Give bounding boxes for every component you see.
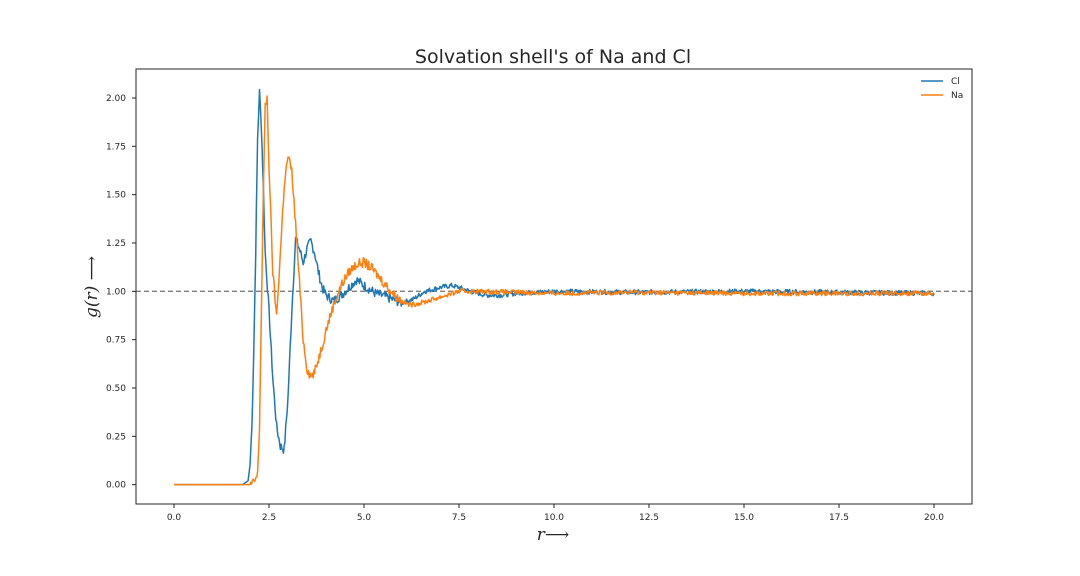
legend: Cl Na	[921, 77, 963, 101]
x-axis-label: r⟶	[537, 525, 570, 545]
x-tick-label: 20.0	[924, 513, 944, 523]
x-tick-label: 15.0	[734, 513, 754, 523]
y-tick-label: 2.00	[106, 94, 126, 104]
x-tick-label: 17.5	[829, 513, 849, 523]
chart-title: Solvation shell's of Na and Cl	[415, 46, 691, 68]
y-tick-label: 0.00	[106, 481, 126, 491]
y-tick-label: 1.00	[106, 287, 126, 297]
y-tick-label: 1.75	[106, 142, 126, 152]
y-tick-label: 0.25	[106, 432, 126, 442]
y-tick-label: 0.75	[106, 336, 126, 346]
x-tick-label: 0.0	[167, 513, 182, 523]
x-tick-label: 10.0	[544, 513, 564, 523]
y-tick-label: 0.50	[106, 384, 126, 394]
x-tick-label: 7.5	[452, 513, 466, 523]
y-axis-label: g(r) ⟶	[82, 256, 102, 318]
x-tick-label: 5.0	[357, 513, 372, 523]
y-tick-label: 1.50	[106, 191, 126, 201]
y-tick-label: 1.25	[106, 239, 126, 249]
x-tick-label: 12.5	[639, 513, 659, 523]
x-tick-label: 2.5	[262, 513, 276, 523]
legend-label-cl: Cl	[951, 77, 960, 87]
plot-area: 0.0 2.5 5.0 7.5 10.0 12.5 15.0 17.5 20.0 0.00 0.25…	[106, 68, 973, 523]
legend-label-na: Na	[951, 91, 963, 101]
series-line-na	[174, 95, 935, 486]
